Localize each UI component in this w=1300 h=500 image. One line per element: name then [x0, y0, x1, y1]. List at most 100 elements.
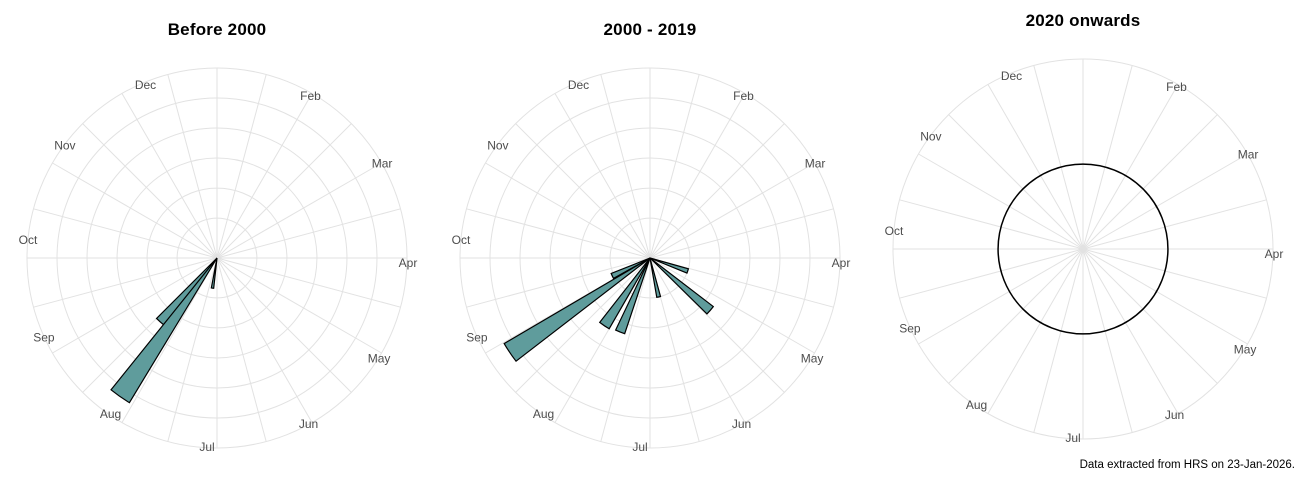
grid-spoke [52, 162, 218, 259]
grid-spoke [899, 199, 1084, 250]
month-label-oct: Oct [19, 233, 38, 247]
grid-spoke [216, 257, 401, 308]
rose-petal [614, 257, 651, 335]
rose-chart-2020-onwards: Feb Mar Apr May Jun Jul Aug Sep Oct Nov Dec [885, 58, 1284, 445]
grid-spoke [216, 208, 401, 259]
month-label-dec: Dec [135, 78, 156, 92]
grid-ring [146, 187, 288, 329]
grid-spoke [1082, 65, 1133, 250]
grid-spoke [167, 257, 218, 442]
grid-spoke [918, 153, 1084, 250]
grid-spoke [466, 208, 651, 259]
panel-2020-onwards: Feb Mar Apr May Jun Jul Aug Sep Oct Nov Dec 2020 o… [866, 0, 1300, 500]
rose-petal [649, 257, 662, 299]
rose-petal [110, 257, 218, 404]
month-label-jun: Jun [1165, 408, 1184, 422]
grid-spoke [216, 93, 313, 259]
grid-spoke [1082, 248, 1179, 414]
grid-spoke [1033, 65, 1084, 250]
month-label-oct: Oct [885, 224, 904, 238]
month-label-feb: Feb [300, 89, 321, 103]
panel-before-2000: Feb Mar Apr May Jun Jul Aug Sep Oct Nov Dec Before… [0, 0, 434, 500]
grid-spoke [1082, 248, 1248, 345]
grid-spoke [52, 257, 218, 354]
grid-spoke [216, 162, 382, 259]
month-label-dec: Dec [1001, 69, 1022, 83]
grid-spoke [600, 257, 651, 442]
grid-spoke [649, 257, 746, 423]
grid-spoke [33, 257, 218, 308]
month-label-nov: Nov [54, 139, 75, 153]
rose-chart-before-2000: Feb Mar Apr May Jun Jul Aug Sep Oct Nov Dec [19, 67, 418, 454]
month-label-mar: Mar [805, 157, 826, 171]
month-label-apr: Apr [1265, 247, 1284, 261]
rose-petal [503, 257, 651, 363]
month-label-apr: Apr [399, 256, 418, 270]
grid-ring [579, 187, 721, 329]
grid-spoke [82, 123, 218, 259]
grid-spoke [987, 84, 1084, 250]
grid-spoke [1082, 114, 1218, 250]
month-label-aug: Aug [100, 407, 121, 421]
grid-spoke [485, 162, 651, 259]
month-label-feb: Feb [733, 89, 754, 103]
grid-spoke [918, 248, 1084, 345]
month-label-jul: Jul [199, 440, 214, 454]
grid-spoke [1082, 248, 1133, 433]
rose-petal [649, 257, 690, 274]
grid-ring [549, 157, 751, 359]
grid-spoke [466, 257, 651, 308]
grid-ring [176, 217, 258, 299]
grid-spoke [515, 123, 651, 259]
grid-spoke [899, 248, 1084, 299]
panel-2000-2019: Feb Mar Apr May Jun Jul Aug Sep Oct Nov Dec 2000 -… [433, 0, 867, 500]
grid-spoke [121, 93, 218, 259]
month-label-jul: Jul [1065, 431, 1080, 445]
grid-spoke [1082, 199, 1267, 250]
grid-spoke [554, 93, 651, 259]
grid-spoke [649, 257, 815, 354]
month-label-aug: Aug [966, 398, 987, 412]
grid-spoke [33, 208, 218, 259]
reference-circle [997, 163, 1169, 335]
grid-ring [26, 67, 408, 449]
grid-spoke [987, 248, 1084, 414]
grid-ring [609, 217, 691, 299]
grid-spoke [216, 257, 352, 393]
month-label-nov: Nov [487, 139, 508, 153]
grid-ring [519, 127, 781, 389]
month-label-dec: Dec [568, 78, 589, 92]
month-label-may: May [801, 352, 824, 366]
grid-spoke [121, 257, 218, 423]
grid-spoke [600, 74, 651, 259]
grid-spoke [948, 248, 1084, 384]
grid-spoke [649, 123, 785, 259]
grid-spoke [515, 257, 651, 393]
month-label-aug: Aug [533, 407, 554, 421]
grid-spoke [1033, 248, 1084, 433]
grid-spoke [216, 257, 382, 354]
chart-title: Before 2000 [167, 20, 267, 39]
month-label-jul: Jul [632, 440, 647, 454]
month-label-sep: Sep [466, 331, 488, 345]
month-label-feb: Feb [1166, 80, 1187, 94]
grid-spoke [216, 123, 352, 259]
month-label-jun: Jun [732, 417, 751, 431]
grid-spoke [649, 93, 746, 259]
month-label-mar: Mar [1238, 148, 1259, 162]
month-label-sep: Sep [33, 331, 55, 345]
grid-spoke [167, 74, 218, 259]
grid-ring [489, 97, 811, 419]
month-label-oct: Oct [452, 233, 471, 247]
grid-spoke [649, 74, 700, 259]
month-label-jun: Jun [299, 417, 318, 431]
grid-spoke [1082, 248, 1218, 384]
chart-title: 2020 onwards [1025, 11, 1141, 30]
grid-ring [116, 157, 318, 359]
grid-ring [56, 97, 378, 419]
rose-petal [210, 257, 218, 289]
grid-spoke [948, 114, 1084, 250]
month-label-sep: Sep [899, 322, 921, 336]
month-label-may: May [1234, 343, 1257, 357]
